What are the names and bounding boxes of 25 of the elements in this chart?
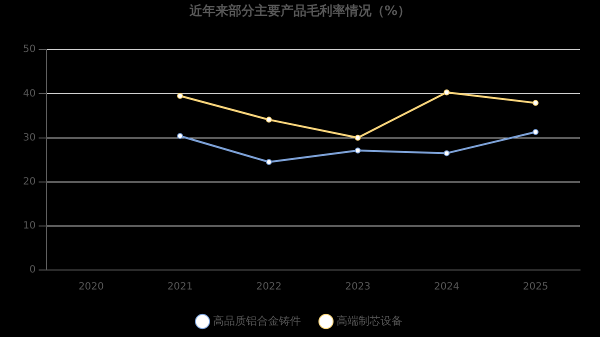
x-tick-label: 2024 (434, 282, 460, 293)
chart-title: 近年来部分主要产品毛利率情况（%） (188, 3, 411, 20)
point (266, 116, 272, 123)
y-tick-label: 50 (22, 44, 36, 56)
y-tick-label: 0 (29, 264, 36, 276)
point (177, 132, 184, 139)
point (266, 159, 272, 166)
y-tick-label: 30 (22, 132, 36, 144)
x-tick-label: 2021 (167, 282, 193, 293)
y-tick-label: 40 (22, 88, 36, 100)
point (354, 148, 361, 154)
point (532, 100, 539, 106)
point (354, 134, 361, 141)
x-tick-label: 2022 (256, 282, 282, 293)
y-tick-label: 20 (22, 176, 36, 188)
legend-label: 高端制芯设备 (336, 314, 402, 328)
y-tick-label: 10 (22, 220, 36, 232)
point (444, 150, 450, 156)
point (177, 92, 184, 99)
point (532, 129, 539, 136)
x-tick-label: 2025 (522, 282, 548, 293)
x-tick-label: 2023 (345, 282, 371, 293)
x-tick-label: 2020 (78, 282, 104, 293)
point (444, 89, 450, 96)
legend-label: 高品质铝合金铸件 (213, 314, 301, 328)
